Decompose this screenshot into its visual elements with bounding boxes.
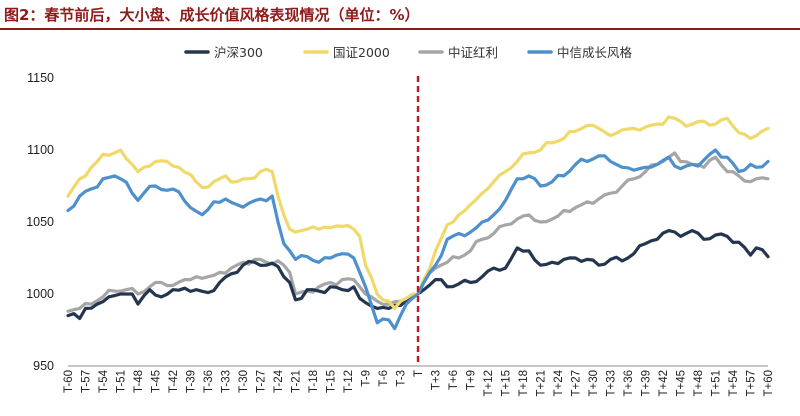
x-tick-label: T+6 <box>448 370 460 390</box>
x-tick-label: T-18 <box>308 370 320 393</box>
x-tick-label: T+9 <box>466 370 478 390</box>
x-tick-label: T-30 <box>238 370 250 393</box>
chart-title: 图2：春节前后，大小盘、成长价值风格表现情况（单位：%） <box>4 6 420 24</box>
x-tick-label: T-6 <box>378 370 390 387</box>
x-axis: T-60 T-57 T-54 T-51 T-48 T-45 T-42 T-39 T-36 T-33… <box>63 365 775 397</box>
x-tick-label: T-48 <box>133 370 145 393</box>
x-tick-label: T-12 <box>343 370 355 393</box>
x-tick-label: T+33 <box>606 370 618 397</box>
x-tick-label: T+21 <box>536 370 548 397</box>
x-tick-label: T-24 <box>273 369 285 393</box>
series-line-0 <box>66 229 770 321</box>
x-tick-label: T-60 <box>63 370 75 393</box>
legend-label: 沪深300 <box>214 45 263 60</box>
title-bar: 图2：春节前后，大小盘、成长价值风格表现情况（单位：%） <box>0 0 800 30</box>
y-tick-label: 1150 <box>27 71 54 85</box>
y-tick-label: 1100 <box>27 143 54 157</box>
x-tick-label: T <box>413 370 425 377</box>
x-tick-label: T-42 <box>168 370 180 393</box>
y-axis: 950 1000 1050 1100 1150 <box>26 71 54 373</box>
x-tick-label: T-57 <box>81 370 93 393</box>
legend-label: 中信成长风格 <box>557 45 633 60</box>
x-tick-label: T-33 <box>221 370 233 393</box>
x-tick-label: T+18 <box>518 370 530 397</box>
x-tick-label: T-51 <box>116 370 128 393</box>
x-tick-label: T+45 <box>676 370 688 397</box>
y-tick-label: 1050 <box>26 215 54 229</box>
x-tick-label: T+48 <box>693 370 705 397</box>
y-tick-label: 1000 <box>26 287 54 301</box>
x-tick-label: T+24 <box>553 369 565 396</box>
x-tick-label: T-36 <box>203 370 215 393</box>
x-tick-label: T+30 <box>588 370 600 397</box>
x-tick-label: T-27 <box>256 370 268 393</box>
x-tick-label: T+51 <box>711 370 723 397</box>
x-tick-label: T+54 <box>728 369 740 396</box>
x-tick-label: T+12 <box>483 370 495 397</box>
x-tick-label: T+27 <box>571 370 583 397</box>
legend-label: 国证2000 <box>333 45 390 60</box>
x-tick-label: T+57 <box>746 370 758 397</box>
x-tick-label: T-21 <box>291 370 303 393</box>
x-tick-label: T+60 <box>763 370 775 397</box>
x-tick-label: T-54 <box>98 369 110 393</box>
x-tick-label: T+3 <box>431 370 443 390</box>
x-tick-label: T-3 <box>396 370 408 387</box>
y-tick-label: 950 <box>33 359 54 373</box>
legend-label: 中证红利 <box>448 45 498 60</box>
x-tick-label: T-9 <box>361 370 373 387</box>
x-tick-label: T-39 <box>186 370 198 393</box>
x-tick-label: T+15 <box>501 370 513 397</box>
x-tick-label: T+42 <box>658 370 670 397</box>
x-tick-label: T+39 <box>641 370 653 397</box>
series-line-3 <box>66 148 770 331</box>
line-chart: 沪深300 国证2000 中证红利 中信成长风格 950 1000 1050 1100 115… <box>26 45 775 397</box>
legend: 沪深300 国证2000 中证红利 中信成长风格 <box>184 45 633 60</box>
x-tick-label: T-15 <box>326 370 338 393</box>
series-layer <box>66 115 770 331</box>
x-tick-label: T-45 <box>151 370 163 393</box>
x-tick-label: T+36 <box>623 370 635 397</box>
